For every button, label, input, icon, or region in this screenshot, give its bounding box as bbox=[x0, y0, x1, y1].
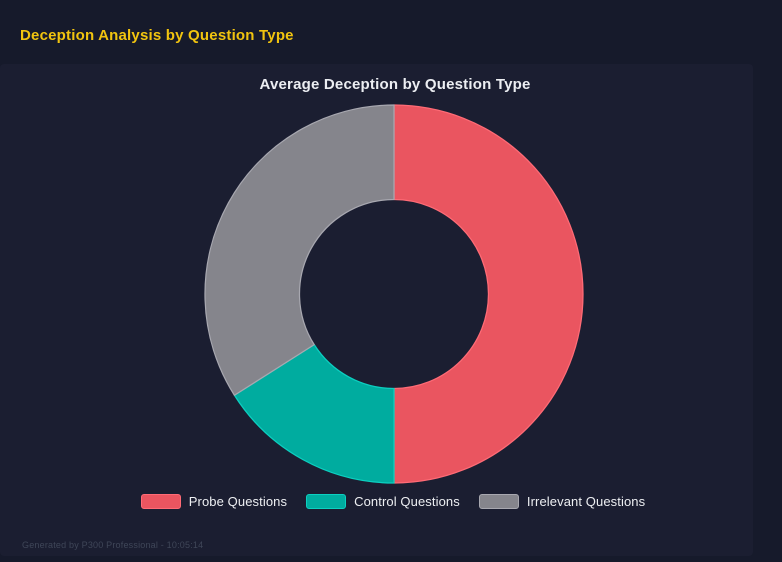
legend-label-probe-questions: Probe Questions bbox=[188, 494, 288, 509]
chart-legend: Probe Questions Control Questions Irrele… bbox=[0, 494, 782, 509]
legend-item-probe-questions[interactable]: Probe Questions bbox=[140, 494, 288, 509]
donut-chart-svg[interactable] bbox=[195, 95, 595, 495]
legend-label-control-questions: Control Questions bbox=[354, 494, 460, 509]
donut-slice-irrelevant-questions[interactable] bbox=[204, 104, 395, 396]
donut-chart[interactable] bbox=[195, 95, 595, 495]
donut-slice-control-questions[interactable] bbox=[233, 344, 395, 484]
legend-label-irrelevant-questions: Irrelevant Questions bbox=[526, 494, 646, 509]
legend-item-control-questions[interactable]: Control Questions bbox=[306, 494, 460, 509]
chart-title: Average Deception by Question Type bbox=[259, 76, 531, 93]
legend-swatch-irrelevant-questions bbox=[478, 494, 519, 509]
donut-slice-probe-questions[interactable] bbox=[393, 104, 584, 484]
footer-text: Generated by P300 Professional - 10:05:1… bbox=[22, 540, 204, 550]
legend-swatch-probe-questions bbox=[140, 494, 181, 509]
legend-item-irrelevant-questions[interactable]: Irrelevant Questions bbox=[478, 494, 646, 509]
legend-swatch-control-questions bbox=[306, 494, 347, 509]
page-title: Deception Analysis by Question Type bbox=[20, 27, 294, 44]
